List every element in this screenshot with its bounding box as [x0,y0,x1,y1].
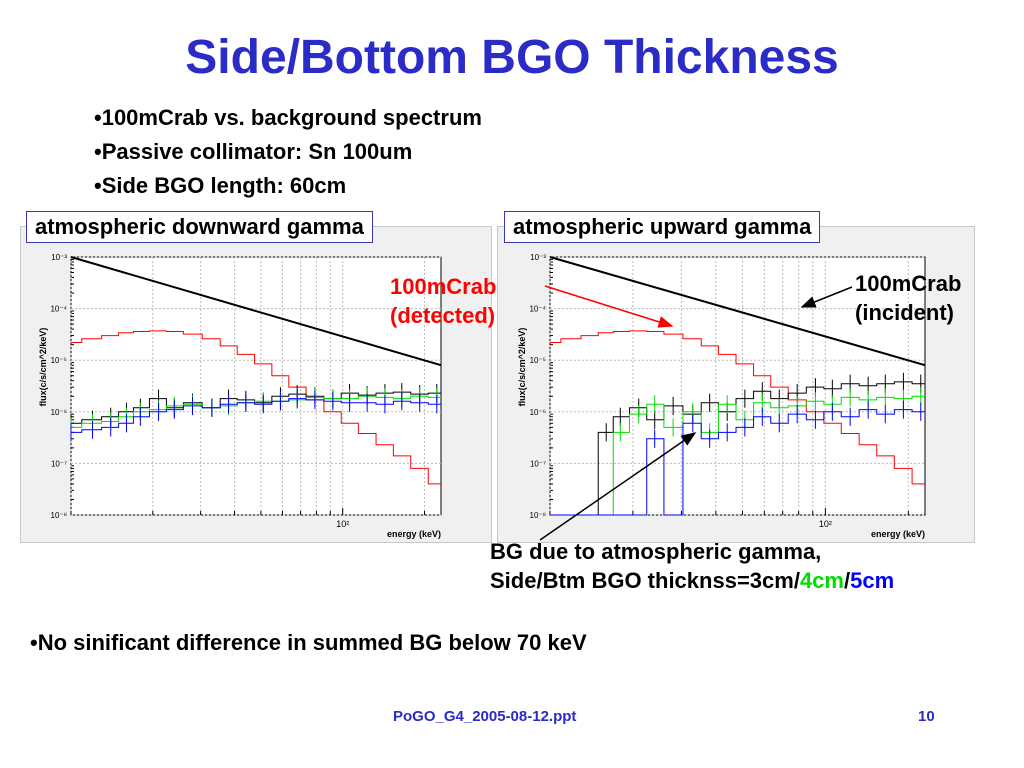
series-5cm [70,389,441,442]
series-line [70,256,442,367]
y-tick-label: 10⁻³ [51,253,67,262]
series-line [549,256,926,367]
plot-label-downward: atmospheric downward gamma [26,211,373,243]
y-tick-label: 10⁻⁵ [530,356,546,365]
bullet-item: •100mCrab vs. background spectrum [94,105,482,130]
annotation-crab-detected: 100mCrab (detected) [390,272,496,330]
annotation-text: / [843,568,851,593]
y-tick-label: 10⁻³ [530,253,546,262]
plot-area [70,256,442,516]
x-axis-label: energy (keV) [871,529,925,539]
y-tick-label: 10⁻⁴ [529,305,546,314]
y-tick-label: 10⁻⁴ [50,305,67,314]
y-axis-label: flux(c/s/cm^2/keV) [517,328,527,407]
series-100mcrab-incident- [70,256,442,367]
y-tick-label: 10⁻⁶ [51,408,67,417]
series-line [550,330,925,485]
summary-bullet: •No sinificant difference in summed BG b… [30,630,587,655]
annotation-text-5cm: 5cm [850,568,895,593]
y-tick-label: 10⁻⁸ [51,511,68,520]
annotation-line: 100mCrab [390,274,497,299]
bullet-list: •100mCrab vs. background spectrum •Passi… [94,101,482,203]
annotation-text: Side/Btm BGO thicknss=3cm/ [490,568,800,593]
x-tick-label: 10² [819,519,832,529]
y-axis-label: flux(c/s/cm^2/keV) [38,328,48,407]
annotation-line: (incident) [855,300,954,325]
series-line [71,398,441,433]
annotation-line: Side/Btm BGO thicknss=3cm/4cm/5cm [490,566,894,595]
x-axis-label: energy (keV) [387,529,441,539]
series-100mcrab-detected- [71,330,441,485]
y-tick-label: 10⁻⁷ [51,459,67,468]
annotation-line: BG due to atmospheric gamma, [490,539,822,564]
annotation-line: 100mCrab [855,271,962,296]
series-line [71,330,441,485]
footer-page-number: 10 [918,708,935,725]
y-tick-label: 10⁻⁶ [530,408,546,417]
annotation-bg: BG due to atmospheric gamma, Side/Btm BG… [490,537,894,595]
annotation-text-4cm: 4cm [799,568,844,593]
y-tick-label: 10⁻⁸ [530,511,547,520]
bullet-item: •Passive collimator: Sn 100um [94,139,413,164]
footer-filename: PoGO_G4_2005-08-12.ppt [393,708,577,725]
y-tick-label: 10⁻⁵ [51,356,67,365]
plot-label-upward: atmospheric upward gamma [504,211,821,243]
x-tick-label: 10² [336,519,349,529]
annotation-crab-incident: 100mCrab (incident) [855,269,961,327]
series-100mcrab-incident- [549,256,926,367]
y-tick-label: 10⁻⁷ [530,459,546,468]
slide-title: Side/Bottom BGO Thickness [185,31,839,84]
series-100mcrab-detected- [550,330,925,485]
chart-panel-left: 10⁻³ 10⁻⁴ 10⁻⁵ 10⁻⁶ 10⁻⁷ 10⁻⁸ 10² energy (keV) f… [20,226,492,543]
downward-gamma-chart: 10⁻³ 10⁻⁴ 10⁻⁵ 10⁻⁶ 10⁻⁷ 10⁻⁸ 10² energy (keV) f… [38,253,442,539]
annotation-line: (detected) [390,303,496,328]
bullet-item: •Side BGO length: 60cm [94,173,347,198]
